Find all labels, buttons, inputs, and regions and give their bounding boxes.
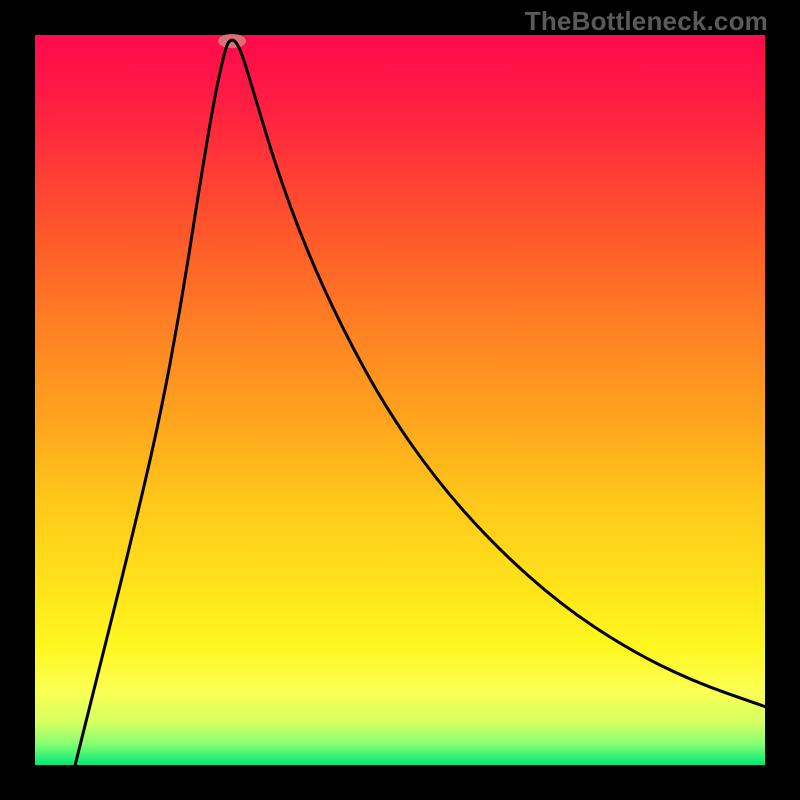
plot-area xyxy=(35,35,765,765)
watermark-text: TheBottleneck.com xyxy=(525,6,768,37)
bottleneck-curve xyxy=(35,35,765,765)
